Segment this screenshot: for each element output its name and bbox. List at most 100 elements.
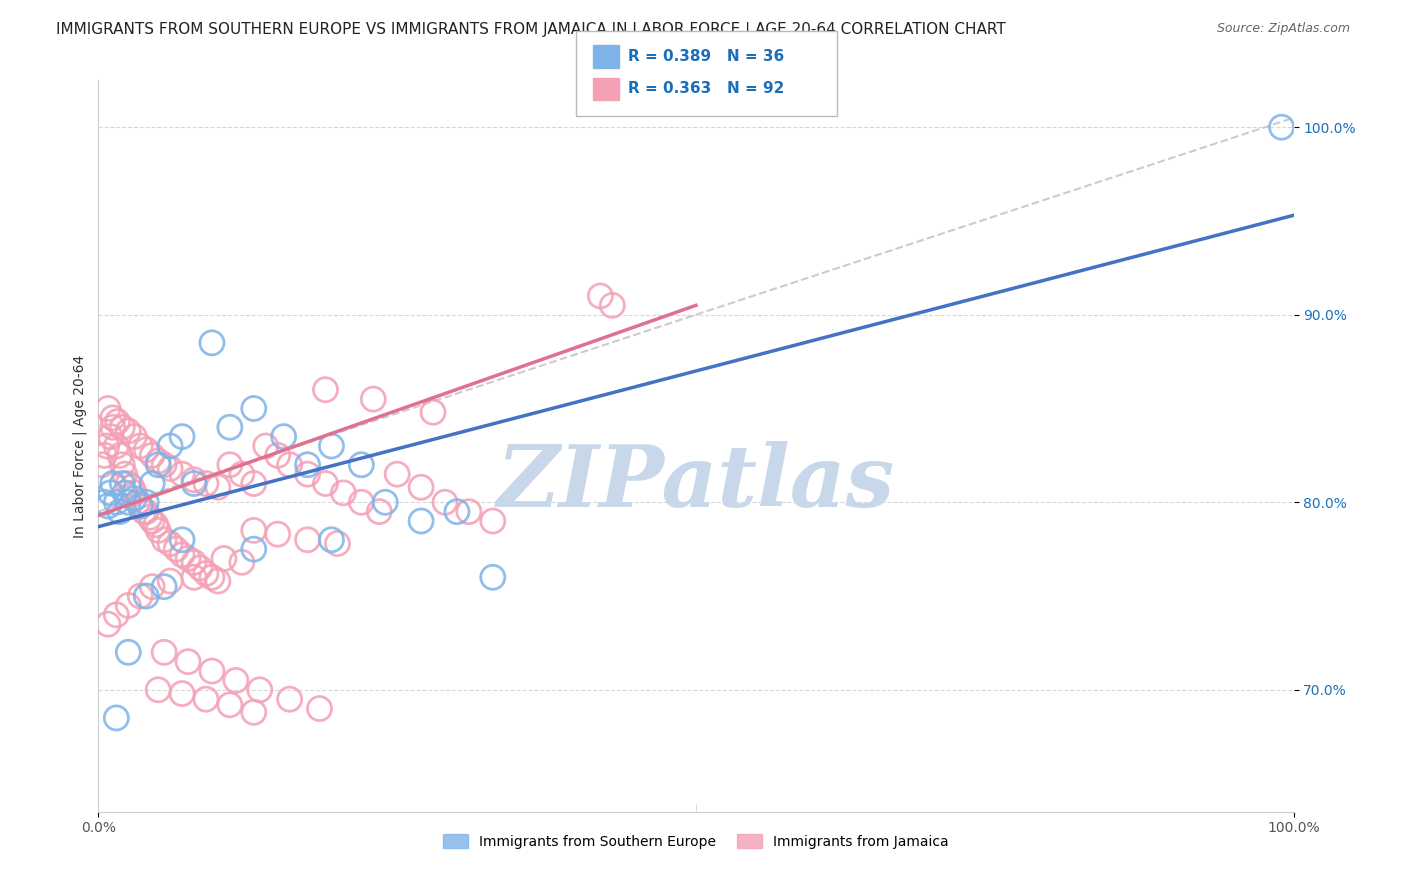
Point (249, 682, 271, 697)
Point (98, 486, 122, 500)
Point (243, 524, 266, 538)
Point (105, 711, 128, 725)
Point (183, 473, 205, 487)
Point (111, 420, 134, 434)
Point (101, 410, 124, 425)
Point (108, 505, 131, 519)
Point (159, 536, 181, 550)
Point (159, 439, 181, 453)
Point (225, 673, 247, 688)
Point (326, 536, 349, 550)
Point (273, 429, 295, 443)
Point (350, 495, 373, 509)
Point (368, 505, 391, 519)
Text: ZIPatlas: ZIPatlas (496, 441, 896, 524)
Point (458, 505, 481, 519)
Point (195, 692, 218, 706)
Point (111, 458, 134, 472)
Point (321, 533, 343, 547)
Point (207, 574, 229, 588)
Point (114, 486, 136, 500)
Point (153, 458, 176, 472)
Point (315, 383, 337, 397)
Point (96, 439, 118, 453)
Point (124, 429, 146, 443)
Point (105, 607, 128, 622)
Point (97, 499, 120, 513)
Point (243, 476, 266, 491)
Point (219, 458, 242, 472)
Point (411, 480, 433, 494)
Point (201, 335, 224, 350)
Point (589, 289, 612, 303)
Point (172, 429, 194, 443)
Point (374, 495, 396, 509)
Point (117, 495, 139, 509)
Point (231, 555, 253, 569)
Point (141, 449, 163, 463)
Point (108, 449, 131, 463)
Point (243, 401, 266, 416)
Point (207, 480, 229, 494)
Point (195, 476, 218, 491)
Point (243, 706, 266, 720)
Point (183, 555, 205, 569)
Point (481, 570, 505, 584)
Point (315, 476, 337, 491)
Point (446, 505, 468, 519)
Point (105, 495, 128, 509)
Point (117, 645, 139, 659)
Point (148, 682, 170, 697)
Point (117, 424, 139, 438)
Point (114, 467, 136, 482)
Point (332, 486, 354, 500)
Point (308, 701, 330, 715)
Point (219, 698, 242, 712)
Point (101, 420, 124, 434)
Point (129, 499, 152, 513)
Point (434, 495, 457, 509)
Point (201, 570, 224, 584)
Text: R = 0.363   N = 92: R = 0.363 N = 92 (628, 81, 785, 96)
Point (148, 524, 170, 538)
Y-axis label: In Labor Force | Age 20-64: In Labor Force | Age 20-64 (73, 354, 87, 538)
Point (177, 551, 200, 566)
Point (219, 420, 242, 434)
Point (201, 664, 224, 678)
Point (243, 542, 266, 557)
Point (121, 480, 143, 494)
Point (602, 298, 624, 312)
Point (153, 533, 176, 547)
Point (195, 566, 218, 581)
Point (93, 495, 115, 509)
Point (127, 495, 149, 509)
Point (91, 458, 114, 472)
Point (135, 495, 157, 509)
Point (231, 467, 253, 482)
Point (385, 467, 409, 482)
Point (111, 476, 134, 491)
Point (105, 439, 128, 453)
Point (98, 429, 122, 443)
Point (411, 514, 433, 528)
Point (321, 439, 343, 453)
Point (1271, 120, 1294, 135)
Point (165, 542, 187, 557)
Point (278, 458, 301, 472)
Point (132, 505, 155, 519)
Point (141, 580, 163, 594)
Point (97, 401, 120, 416)
Point (159, 574, 181, 588)
Point (172, 533, 194, 547)
Point (129, 589, 152, 603)
Point (135, 589, 157, 603)
Point (129, 439, 152, 453)
Point (267, 449, 290, 463)
Point (135, 505, 157, 519)
Point (363, 392, 385, 406)
Point (129, 499, 152, 513)
Point (188, 561, 211, 575)
Point (148, 454, 170, 468)
Point (183, 570, 205, 584)
Point (172, 687, 194, 701)
